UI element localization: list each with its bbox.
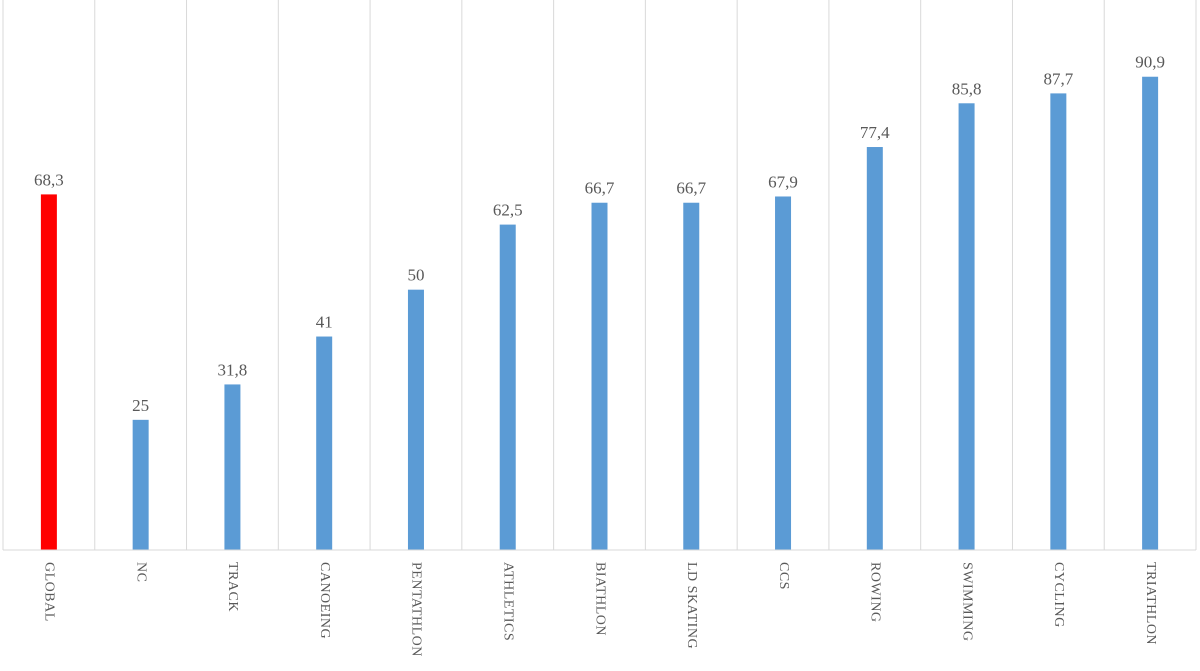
value-label: 25: [132, 396, 149, 415]
bar-track: [224, 384, 241, 550]
bar-nc: [132, 419, 149, 550]
category-label: PENTATHLON: [409, 562, 424, 657]
value-label: 41: [316, 313, 333, 332]
category-label: TRIATHLON: [1143, 562, 1158, 645]
bar-swimming: [958, 103, 975, 550]
value-label: 66,7: [585, 179, 615, 198]
value-label: 85,8: [952, 79, 982, 98]
bars-group: [40, 76, 1159, 551]
category-label: TRACK: [225, 562, 240, 612]
value-label: 66,7: [676, 179, 706, 198]
bar-ccs: [775, 196, 792, 551]
value-label: 87,7: [1043, 69, 1073, 88]
category-label: CANOEING: [317, 562, 332, 639]
category-label: CCS: [776, 562, 791, 590]
category-label: NC: [133, 562, 148, 582]
value-label: 50: [407, 266, 424, 285]
value-label: 77,4: [860, 123, 890, 142]
category-label: CYCLING: [1051, 562, 1066, 628]
category-labels-group: GLOBAL NC TRACK CANOEING PENTATHLON ATHLETICS…: [42, 562, 1158, 657]
category-label: BIATHLON: [592, 562, 607, 636]
bar-global: [40, 194, 57, 550]
bar-cycling: [1050, 93, 1067, 551]
value-label: 31,8: [218, 360, 248, 379]
bar-canoeing: [316, 336, 333, 550]
value-label: 67,9: [768, 172, 798, 191]
bar-biathlon: [591, 202, 608, 550]
category-label: LD SKATING: [684, 562, 699, 649]
bar-ld-skating: [683, 202, 700, 550]
category-label: GLOBAL: [42, 562, 57, 622]
category-label: ROWING: [868, 562, 883, 623]
bar-pentathlon: [407, 289, 424, 550]
bar-athletics: [499, 224, 516, 550]
value-label: 68,3: [34, 170, 64, 189]
grid-lines: [2, 0, 1197, 550]
value-labels-group: 68,3 25 31,8 41 50 62,5 66,7 66,7 67,9 77,4 85,8 87…: [34, 53, 1165, 415]
value-label: 90,9: [1135, 53, 1165, 72]
bar-triathlon: [1142, 76, 1159, 550]
value-label: 62,5: [493, 201, 523, 220]
category-label: SWIMMING: [959, 562, 974, 641]
category-label: ATHLETICS: [501, 562, 516, 641]
bar-rowing: [866, 147, 883, 551]
